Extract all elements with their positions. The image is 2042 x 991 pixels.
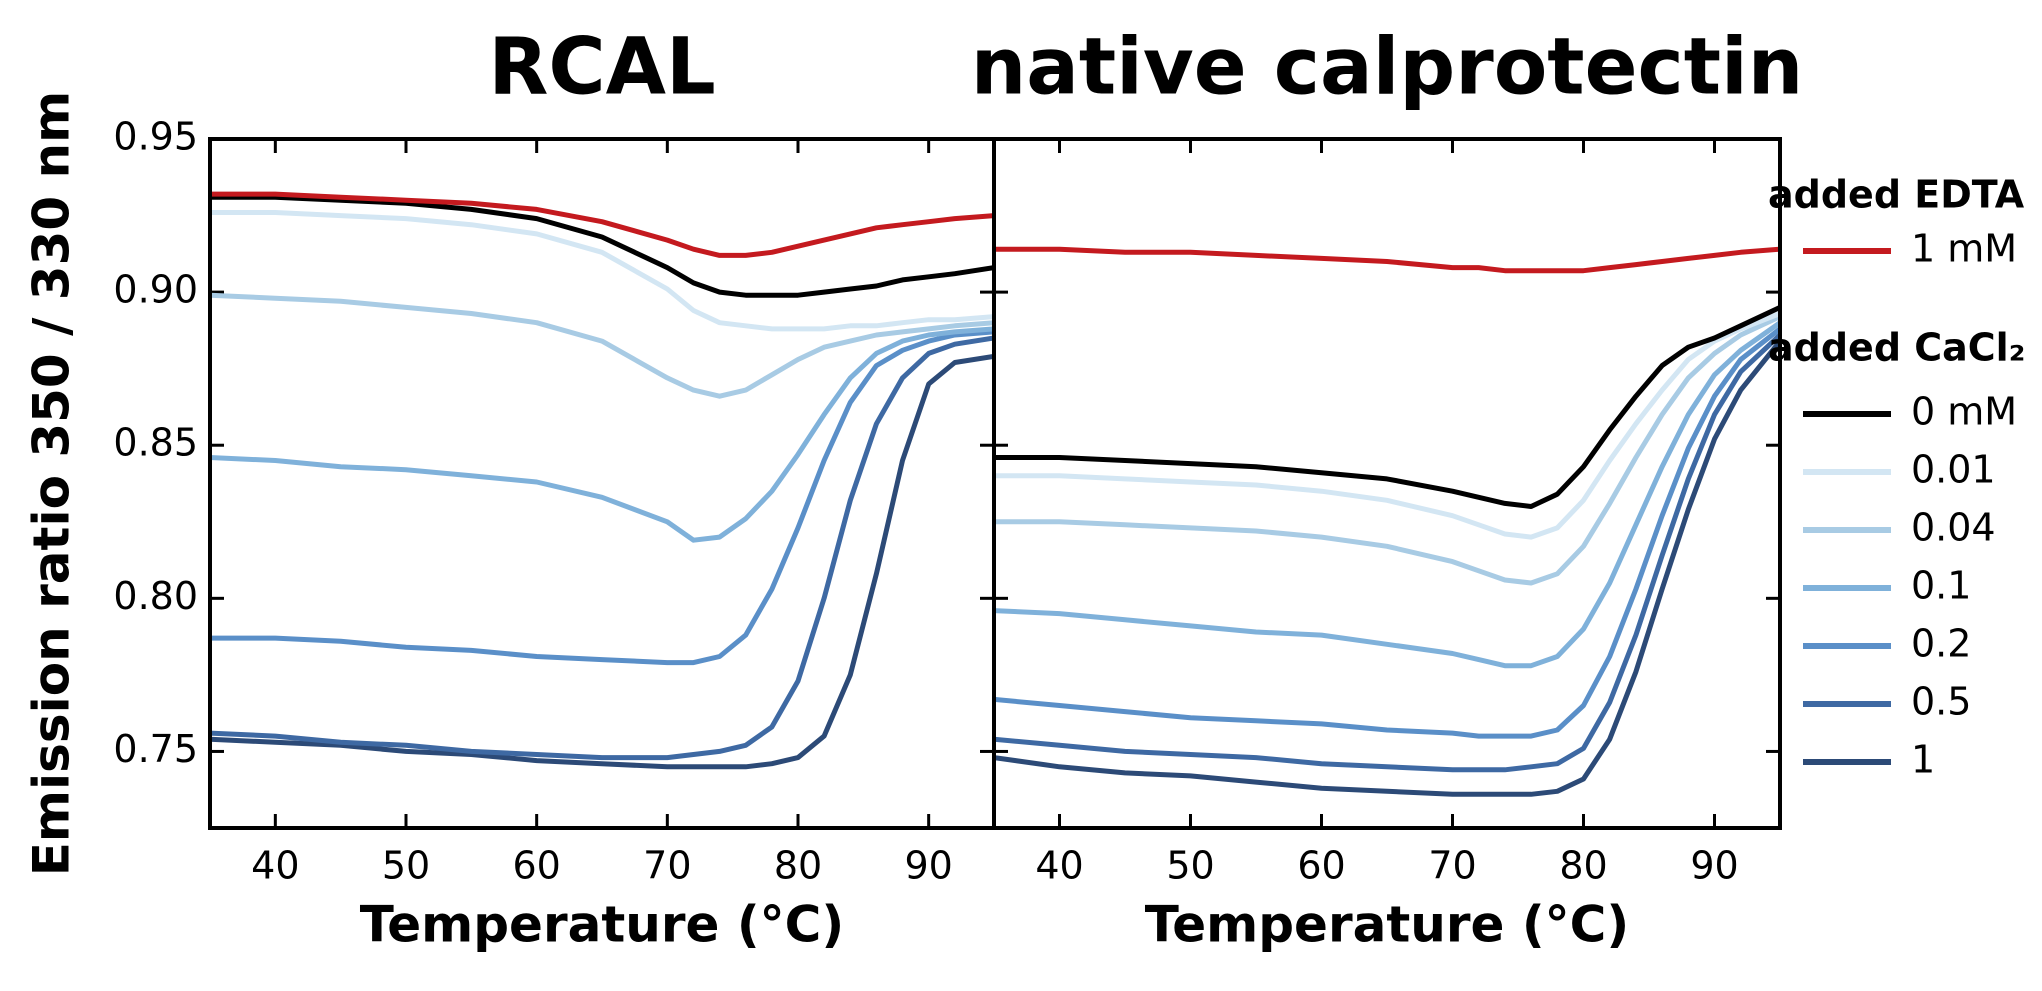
x-tick-label: 80: [774, 844, 822, 888]
data-line: [210, 335, 994, 761]
x-axis-label: Temperature (°C): [360, 896, 844, 954]
y-axis-label: Emission ratio 350 / 330 nm: [23, 91, 81, 877]
legend-label: 0.5: [1911, 680, 1971, 724]
data-line: [210, 194, 994, 298]
x-tick-label: 60: [1297, 844, 1345, 888]
data-line: [994, 333, 1780, 773]
data-line: [210, 191, 994, 258]
legend-title: added EDTA: [1768, 173, 2025, 217]
y-tick-label: 0.80: [113, 574, 198, 618]
legend-label: 1 mM: [1911, 227, 2017, 271]
data-line: [210, 292, 994, 399]
data-line: [994, 305, 1780, 509]
x-tick-label: 80: [1559, 844, 1607, 888]
x-tick-label: 90: [1690, 844, 1738, 888]
plot-frame: [992, 137, 1782, 830]
chart-title: RCAL: [488, 22, 715, 112]
legend-label: 0.01: [1911, 448, 1996, 492]
data-line: [210, 210, 994, 332]
legend-label: 0.1: [1911, 564, 1971, 608]
x-tick-label: 40: [251, 844, 299, 888]
plot-frame: [208, 137, 996, 830]
data-line: [994, 320, 1780, 669]
chart-title: native calprotectin: [971, 22, 1804, 112]
x-tick-label: 40: [1035, 844, 1083, 888]
x-tick-label: 70: [1428, 844, 1476, 888]
x-tick-label: 70: [643, 844, 691, 888]
data-line: [994, 339, 1780, 797]
y-tick-label: 0.85: [113, 421, 198, 465]
y-tick-label: 0.90: [113, 268, 198, 312]
x-tick-label: 50: [382, 844, 430, 888]
legend-label: 0.2: [1911, 622, 1971, 666]
data-line: [210, 353, 994, 770]
data-line: [994, 326, 1780, 739]
legend-label: 0.04: [1911, 506, 1996, 550]
x-tick-label: 60: [512, 844, 560, 888]
x-axis-label: Temperature (°C): [1145, 896, 1629, 954]
data-line: [994, 246, 1780, 274]
legend-title: added CaCl₂: [1768, 326, 2025, 370]
data-line: [210, 329, 994, 666]
data-line: [994, 311, 1780, 540]
legend-label: 0 mM: [1911, 390, 2017, 434]
x-tick-label: 90: [904, 844, 952, 888]
y-tick-label: 0.75: [113, 727, 198, 771]
legend-label: 1: [1911, 738, 1935, 782]
x-tick-label: 50: [1166, 844, 1214, 888]
y-tick-label: 0.95: [113, 115, 198, 159]
data-line: [994, 314, 1780, 586]
data-line: [210, 326, 994, 543]
